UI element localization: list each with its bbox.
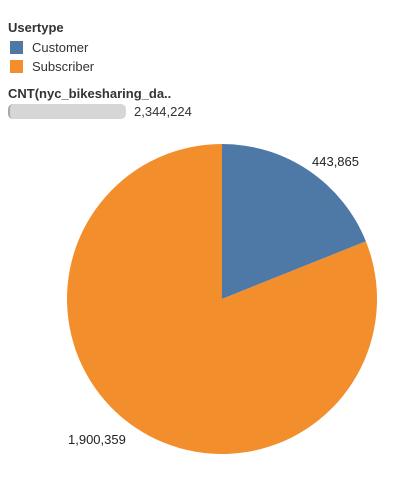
slice-label-subscriber: 1,900,359 (68, 432, 126, 447)
slice-label-customer: 443,865 (312, 154, 359, 169)
